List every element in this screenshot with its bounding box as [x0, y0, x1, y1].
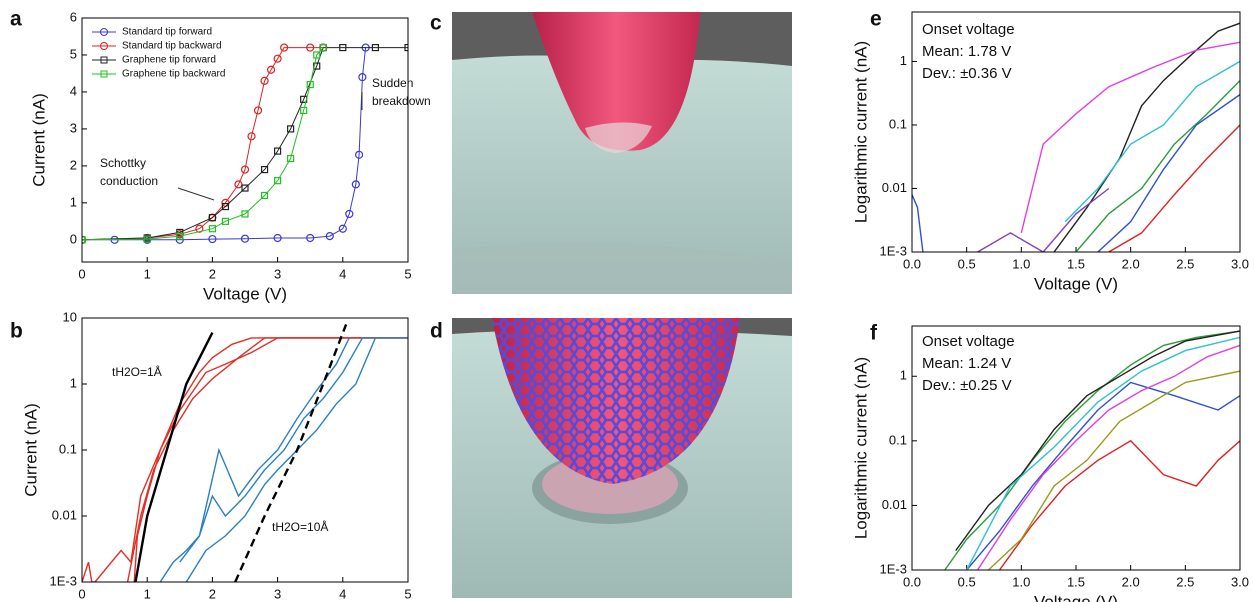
series-line [1076, 81, 1240, 252]
x-tick-label: 2.5 [1176, 574, 1194, 589]
chart: a 0 1 2 3 4 5 0 1 2 3 4 5 6 Voltage (V) Current (nA) Sta… [10, 8, 431, 304]
series-line [967, 337, 1240, 570]
y-tick-label: 1 [900, 53, 907, 68]
annotation: Sudden [372, 76, 413, 90]
panel-label: a [10, 8, 22, 31]
annotation: Mean: 1.78 V [922, 43, 1011, 60]
annotation: Mean: 1.24 V [922, 355, 1011, 372]
y-tick-label: 1E-3 [880, 243, 907, 258]
x-tick-label: 0 [78, 586, 85, 601]
legend-label: Graphene tip forward [122, 55, 216, 66]
x-tick-label: 0.0 [903, 574, 921, 589]
y-tick-label: 0.01 [882, 497, 907, 512]
x-axis-label: Voltage (V) [203, 284, 287, 303]
illustration-c [452, 12, 792, 294]
x-tick-label: 2.0 [1122, 574, 1140, 589]
panel-label: c [430, 12, 442, 35]
x-tick-label: 3 [274, 266, 281, 281]
y-tick-label: 10 [63, 309, 77, 324]
series-line [912, 195, 923, 252]
y-tick-label: 1 [70, 194, 77, 209]
series-line [1065, 61, 1240, 221]
y-tick-label: 0.01 [52, 507, 77, 522]
annotation: tH2O=1Å [112, 364, 162, 379]
x-tick-label: 0 [78, 266, 85, 281]
x-tick-label: 2.0 [1122, 256, 1140, 271]
x-tick-label: 3.0 [1231, 256, 1249, 271]
chart: e 0.0 0.5 1.0 1.5 2.0 2.5 3.0 1E-3 0.01 0.1 1 Voltag… [851, 8, 1249, 294]
y-axis-label: Logarithmic current (nA) [851, 357, 870, 539]
figure: c d a 0 1 2 3 4 5 0 1 2 3 4 5 6 Voltage (V) Current (nA) S… [0, 0, 1254, 602]
series-line [134, 338, 408, 582]
y-tick-label: 6 [70, 9, 77, 24]
x-tick-label: 2.5 [1176, 256, 1194, 271]
y-tick-label: 3 [70, 120, 77, 135]
illustration-d [452, 318, 792, 598]
y-axis-label: Current (nA) [21, 403, 40, 497]
x-tick-label: 1.0 [1012, 256, 1030, 271]
x-tick-label: 2 [209, 586, 216, 601]
x-axis-label: Voltage (V) [1034, 274, 1118, 293]
y-tick-label: 0 [70, 231, 77, 246]
y-tick-label: 1 [70, 375, 77, 390]
x-tick-label: 4 [339, 266, 346, 281]
y-tick-label: 0.1 [889, 432, 907, 447]
series-line [967, 383, 1240, 571]
panel-label: b [10, 320, 23, 343]
series-line [1054, 23, 1240, 252]
annotation: breakdown [372, 94, 431, 108]
x-tick-label: 0.5 [958, 574, 976, 589]
y-tick-label: 1E-3 [880, 561, 907, 576]
y-tick-label: 1 [900, 368, 907, 383]
series-line [1021, 42, 1240, 233]
x-tick-label: 1.5 [1067, 574, 1085, 589]
panel-label: f [870, 322, 878, 345]
annotation: Schottky [100, 156, 146, 170]
legend-label: Standard tip backward [122, 41, 222, 52]
x-tick-label: 1 [144, 266, 151, 281]
x-tick-label: 5 [404, 586, 411, 601]
series-line [235, 324, 346, 582]
plot [82, 324, 408, 582]
x-tick-label: 3.0 [1231, 574, 1249, 589]
y-tick-label: 0.1 [889, 116, 907, 131]
x-tick-label: 1.5 [1067, 256, 1085, 271]
panel-label: e [870, 8, 882, 31]
x-tick-label: 1 [144, 586, 151, 601]
legend-label: Standard tip forward [122, 27, 212, 38]
panel-label: d [430, 320, 443, 343]
y-tick-label: 4 [70, 83, 77, 98]
annotation: conduction [100, 174, 158, 188]
x-tick-label: 0.5 [958, 256, 976, 271]
y-tick-label: 5 [70, 46, 77, 61]
y-tick-label: 2 [70, 157, 77, 172]
legend-label: Graphene tip backward [122, 69, 225, 80]
x-tick-label: 0.0 [903, 256, 921, 271]
y-tick-label: 0.01 [882, 180, 907, 195]
annotation: Dev.: ±0.25 V [922, 377, 1012, 394]
series-line [1000, 441, 1241, 570]
annotation: Onset voltage [922, 21, 1015, 38]
x-tick-label: 4 [339, 586, 346, 601]
annotation: Onset voltage [922, 333, 1015, 350]
plot-frame [82, 318, 408, 582]
series-line [186, 338, 375, 582]
y-tick-label: 0.1 [59, 441, 77, 456]
y-axis-label: Current (nA) [29, 93, 48, 187]
chart: f 0.0 0.5 1.0 1.5 2.0 2.5 3.0 1E-3 0.01 0.1 1 Voltag… [851, 322, 1249, 602]
series-line [989, 371, 1241, 570]
x-tick-label: 3 [274, 586, 281, 601]
annotation-arrow [178, 188, 214, 200]
y-axis-label: Logarithmic current (nA) [851, 41, 870, 223]
x-tick-label: 1.0 [1012, 574, 1030, 589]
x-tick-label: 5 [404, 266, 411, 281]
annotation: tH2O=10Å [272, 519, 328, 534]
x-axis-label: Voltage (V) [1034, 592, 1118, 602]
y-tick-label: 1E-3 [50, 573, 77, 588]
annotation: Dev.: ±0.36 V [922, 65, 1012, 82]
x-tick-label: 2 [209, 266, 216, 281]
